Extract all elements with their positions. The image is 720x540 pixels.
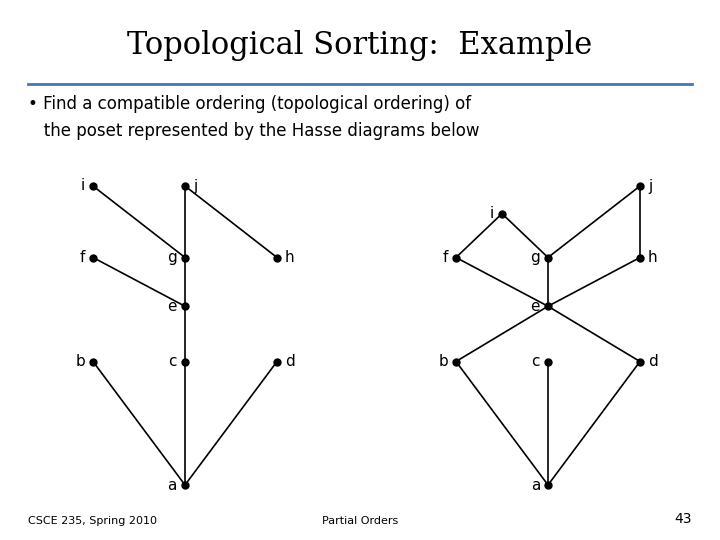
Text: j: j [648,179,652,193]
Text: g: g [530,250,540,265]
Text: f: f [80,250,85,265]
Text: h: h [285,250,294,265]
Text: h: h [648,250,657,265]
Text: Topological Sorting:  Example: Topological Sorting: Example [127,30,593,61]
Text: i: i [490,206,494,221]
Text: • Find a compatible ordering (topological ordering) of: • Find a compatible ordering (topologica… [28,95,471,113]
Text: c: c [531,354,540,369]
Text: a: a [168,477,177,492]
Text: j: j [193,179,197,193]
Text: Partial Orders: Partial Orders [322,516,398,526]
Text: b: b [76,354,85,369]
Text: 43: 43 [675,512,692,526]
Text: CSCE 235, Spring 2010: CSCE 235, Spring 2010 [28,516,157,526]
Text: a: a [531,477,540,492]
Text: e: e [168,299,177,314]
Text: the poset represented by the Hasse diagrams below: the poset represented by the Hasse diagr… [28,122,480,140]
Text: e: e [531,299,540,314]
Text: g: g [167,250,177,265]
Text: d: d [648,354,658,369]
Text: f: f [443,250,448,265]
Text: i: i [81,179,85,193]
Text: d: d [285,354,294,369]
Text: c: c [168,354,177,369]
Text: b: b [438,354,448,369]
